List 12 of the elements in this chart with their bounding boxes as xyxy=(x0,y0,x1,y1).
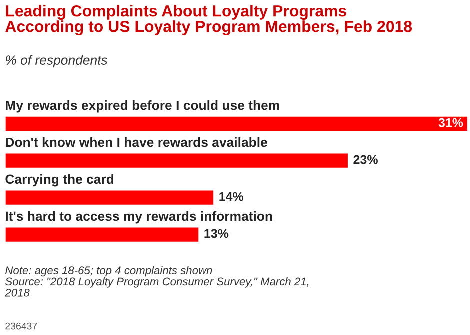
text: 236437 xyxy=(6,322,38,330)
y-tick-label: It's hard to access my rewards information xyxy=(6,211,272,224)
data-label: 13% xyxy=(204,229,229,238)
y-tick-label: Carrying the card xyxy=(6,174,114,187)
data-label: 23% xyxy=(354,155,378,164)
data-label: 14% xyxy=(220,192,244,202)
text: Note: ages 18-65; top 4 complaints shown Source: "2018 Loyalty Program Consumer Survey," March 21, 2018 xyxy=(5,266,309,297)
y-tick-label: My rewards expired before I could use them xyxy=(6,100,280,113)
y-tick-label: Don't know when I have rewards available xyxy=(6,137,268,148)
data-label: 31% xyxy=(438,118,464,128)
chart-title: Leading Complaints About Loyalty Programs According to US Loyalty Program Members, Feb 2018 xyxy=(6,5,412,36)
chart-subtitle: % of respondents xyxy=(6,55,108,68)
